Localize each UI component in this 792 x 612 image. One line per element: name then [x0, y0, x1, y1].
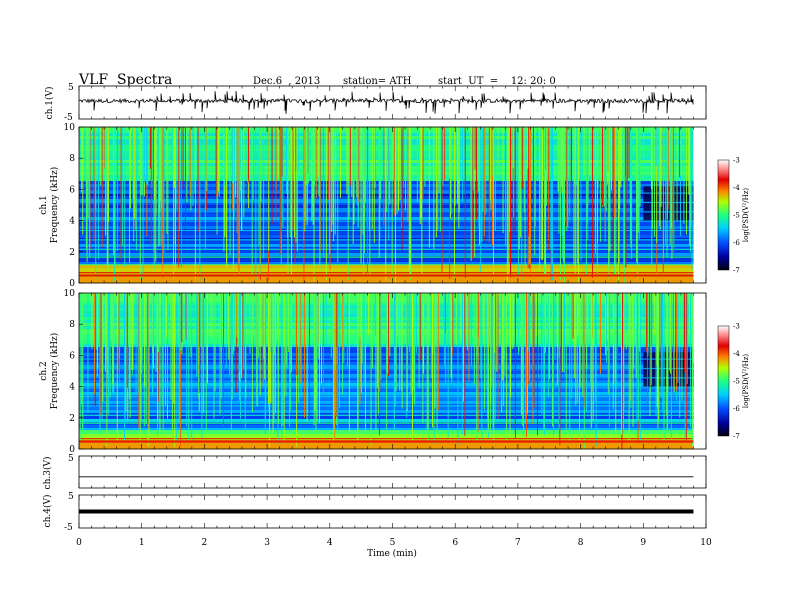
- ch2-colorbar-ticks: -7 -6 -5 -4 -3: [733, 323, 740, 441]
- ch2-channel-label: ch.2: [39, 361, 49, 380]
- ch1-waveform-line: [78, 91, 694, 114]
- ch4-ylabel: ch.4(V): [42, 495, 53, 528]
- spec-ytick-label: 2: [69, 414, 75, 424]
- ch1-waveform-panel: 5 -5 ch.1(V): [44, 83, 707, 123]
- station-label: station= ATH: [343, 76, 412, 87]
- ch3-ylabel: ch.3(V): [42, 457, 53, 490]
- colorbar-tick-label: -4: [733, 350, 740, 358]
- x-tick-label: 10: [700, 538, 712, 548]
- ch2-spectrogram-image: [79, 293, 706, 450]
- spec-ytick-label: 6: [69, 185, 75, 195]
- ch3-waveform-panel: 5 ch.3(V): [42, 454, 707, 490]
- colorbar-tick-label: -7: [733, 267, 740, 275]
- x-axis-label: Time (min): [367, 548, 417, 559]
- date-label: Dec.6 , 2013: [253, 76, 321, 87]
- ch1-spectrogram-image: [79, 127, 706, 284]
- figure-title: VLF Spectra: [79, 72, 173, 88]
- spec-ytick-label: 4: [69, 217, 75, 227]
- x-tick-label: 3: [264, 538, 270, 548]
- ch1-colorbar-ticks: -7 -6 -5 -4 -3: [733, 157, 740, 275]
- ch4-waveform-panel: 5 -5 ch.4(V): [42, 492, 707, 533]
- spec-ytick-label: 6: [69, 351, 75, 361]
- ch2-spec-ylabel: Frequency (kHz): [49, 333, 60, 410]
- spec-ytick-label: 0: [69, 445, 75, 455]
- spec-ytick-label: 8: [69, 154, 75, 164]
- x-tick-label: 1: [139, 538, 145, 548]
- colorbar-tick-label: -5: [733, 212, 740, 220]
- colorbar-tick-label: -4: [733, 184, 740, 192]
- spec-ytick-label: 4: [69, 383, 75, 393]
- spec-ytick-label: 0: [69, 279, 75, 289]
- ch1-ylabel: ch.1(V): [44, 87, 55, 120]
- colorbar-tick-label: -3: [733, 323, 740, 331]
- x-tick-label: 5: [390, 538, 396, 548]
- colorbar-tick-label: -6: [733, 405, 740, 413]
- ch1-colorbar: [717, 159, 730, 271]
- x-tick-label: 9: [640, 538, 646, 548]
- ch1-ytick-top: 5: [68, 83, 74, 93]
- spec-ytick-label: 10: [64, 123, 76, 133]
- ch1-spec-yticks: 0 2 4 6 8 10: [64, 123, 83, 289]
- start-time-label: start UT = 12: 20: 0: [438, 76, 556, 87]
- ch2-colorbar-label: log(PSD(V²/Hz): [742, 354, 750, 409]
- x-tick-label: 2: [202, 538, 208, 548]
- colorbar-tick-label: -5: [733, 378, 740, 386]
- ch3-ytick-top: 5: [68, 454, 74, 464]
- ch1-channel-label: ch.1: [39, 195, 49, 214]
- ch1-colorbar-label: log(PSD(V²/Hz): [742, 188, 750, 243]
- x-tick-label: 8: [578, 538, 584, 548]
- x-tick-label: 7: [515, 538, 521, 548]
- x-tick-labels: 0 1 2 3 4 5 6 7 8 9 10: [76, 538, 712, 548]
- spec-ytick-label: 8: [69, 320, 75, 330]
- x-tick-label: 4: [327, 538, 333, 548]
- colorbar-tick-label: -6: [733, 239, 740, 247]
- x-tick-label: 6: [452, 538, 458, 548]
- colorbar-tick-label: -3: [733, 157, 740, 165]
- colorbar-tick-label: -7: [733, 433, 740, 441]
- x-tick-marks: [78, 86, 707, 528]
- ch1-spec-ylabel: Frequency (kHz): [49, 167, 60, 244]
- ch4-ytick-top: 5: [68, 492, 74, 502]
- ch1-ytick-bottom: -5: [64, 113, 73, 123]
- ch2-colorbar: [717, 325, 730, 437]
- spec-ytick-label: 2: [69, 248, 75, 258]
- ch2-spec-yticks: 0 2 4 6 8 10: [64, 289, 83, 455]
- spec-ytick-label: 10: [64, 289, 76, 299]
- ch3-frame: [78, 455, 707, 489]
- ch4-ytick-bottom: -5: [64, 523, 73, 533]
- x-tick-label: 0: [76, 538, 82, 548]
